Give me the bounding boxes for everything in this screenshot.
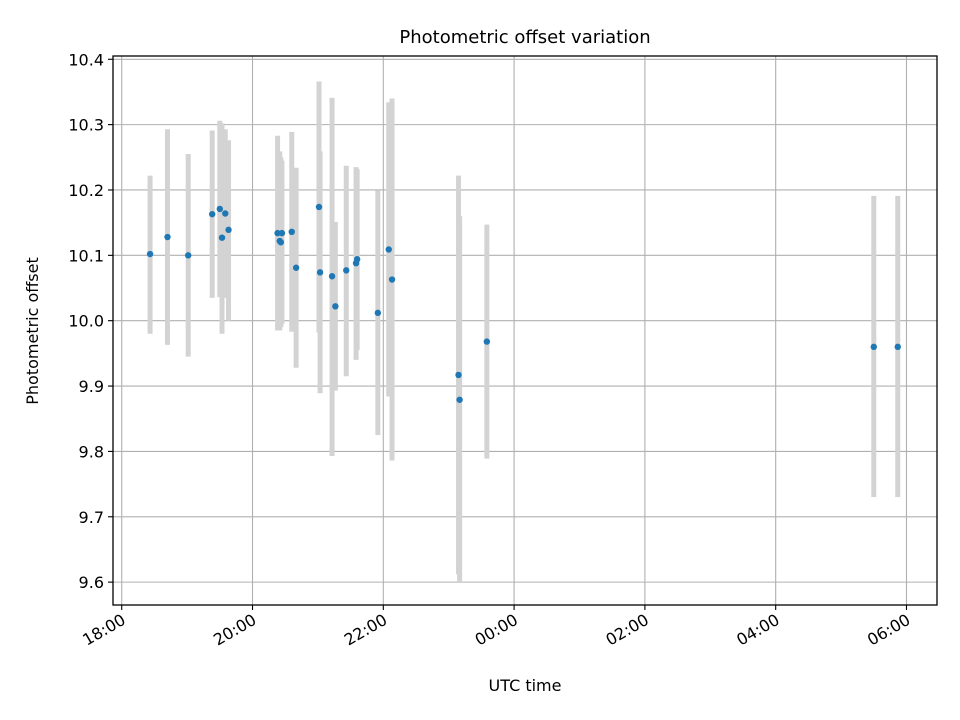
data-point [332,303,339,310]
y-tick-label: 9.8 [79,442,104,461]
data-point [455,371,462,379]
data-point [388,276,396,283]
y-tick-label: 9.7 [79,508,104,527]
data-point [208,210,216,218]
y-tick-label: 10.3 [68,116,104,135]
data-point [328,273,336,280]
data-points [146,203,901,403]
data-point [146,250,154,258]
data-point [278,229,286,237]
y-tick-label: 10.1 [68,246,104,265]
x-axis-label: UTC time [489,676,562,695]
data-point [216,205,224,213]
axes-frame [112,55,938,606]
data-point [185,252,192,259]
data-point [483,338,491,345]
data-point [225,226,232,234]
data-point [164,233,171,241]
data-point [316,269,324,276]
y-tick-label: 10.2 [68,181,104,200]
data-point [894,343,901,351]
y-tick-label: 10.4 [68,50,104,69]
data-point [218,234,226,241]
y-tick-label: 9.6 [79,573,104,592]
y-tick-label: 10.0 [68,312,104,331]
data-point [292,264,300,271]
data-point [343,267,350,274]
chart-title: Photometric offset variation [399,27,650,48]
data-point [222,210,229,217]
data-point [374,309,382,317]
y-axis-label: Photometric offset [23,257,42,405]
y-tick-label: 9.9 [79,377,104,396]
grid [113,56,937,605]
data-point [315,203,323,211]
data-point [353,256,361,263]
data-point [385,246,392,253]
data-point [277,239,285,246]
data-point [870,343,877,351]
data-point [288,228,295,236]
data-point [456,396,463,403]
